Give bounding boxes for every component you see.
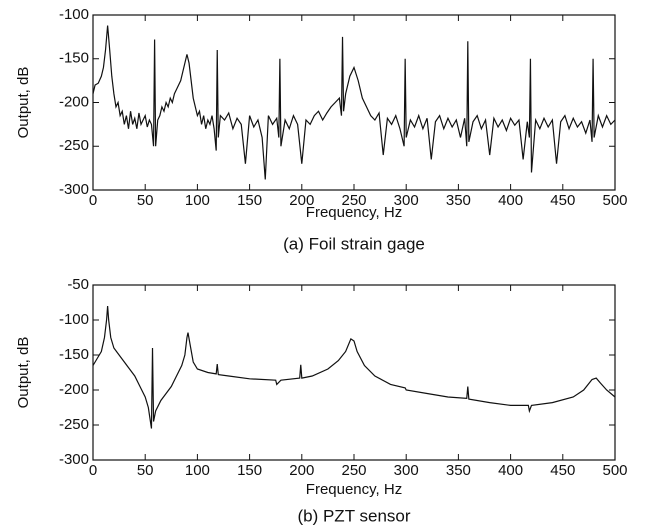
x-tick-label: 500 [602,462,627,479]
plot-frame [92,284,616,461]
x-tick-label: 250 [341,192,366,209]
x-tick-label: 200 [289,462,314,479]
y-tick-label: -100 [59,6,89,23]
y-axis-label: Output, dB [15,337,32,409]
x-tick-label: 400 [498,192,523,209]
y-tick-label: -150 [59,50,89,67]
x-tick-label: 250 [341,462,366,479]
x-axis-label: Frequency, Hz [306,481,402,498]
caption: (b) PZT sensor [297,506,410,525]
y-tick-label: -150 [59,346,89,363]
x-tick-label: 0 [89,462,97,479]
y-tick-label: -200 [59,93,89,110]
y-tick-label: -100 [59,311,89,328]
x-tick-label: 150 [237,192,262,209]
spectrum-line [92,305,616,429]
x-tick-label: 450 [550,192,575,209]
y-axis-label: Output, dB [15,67,32,139]
x-tick-label: 350 [446,462,471,479]
y-tick-label: -300 [59,451,89,468]
x-tick-label: 400 [498,462,523,479]
x-tick-label: 150 [237,462,262,479]
x-tick-label: 0 [89,192,97,209]
x-tick-label: 500 [602,192,627,209]
y-tick-label: -250 [59,416,89,433]
x-tick-label: 100 [185,192,210,209]
caption: (a) Foil strain gage [283,234,425,253]
spectrum-line [92,25,616,180]
y-tick-label: -200 [59,381,89,398]
y-tick-label: -250 [59,137,89,154]
x-tick-label: 50 [137,462,154,479]
y-tick-label: -50 [67,276,89,293]
x-tick-label: 50 [137,192,154,209]
x-tick-label: 450 [550,462,575,479]
x-axis-label: Frequency, Hz [306,204,402,221]
x-tick-label: 300 [394,462,419,479]
y-tick-label: -300 [59,181,89,198]
x-tick-label: 300 [394,192,419,209]
x-tick-label: 350 [446,192,471,209]
x-tick-label: 200 [289,192,314,209]
plot-frame [92,14,616,191]
x-tick-label: 100 [185,462,210,479]
